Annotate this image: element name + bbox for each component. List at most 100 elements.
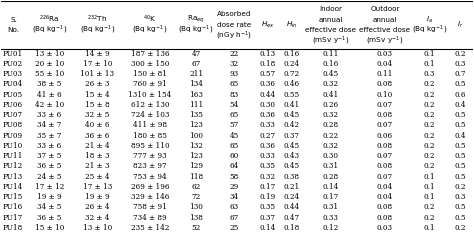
Text: 15 ± 4: 15 ± 4 — [85, 91, 109, 99]
Text: 0.32: 0.32 — [323, 81, 339, 88]
Text: 0.4: 0.4 — [454, 132, 465, 140]
Text: 0.2: 0.2 — [454, 50, 465, 58]
Text: 0.72: 0.72 — [283, 70, 300, 78]
Text: 0.03: 0.03 — [377, 224, 393, 232]
Text: 0.36: 0.36 — [259, 142, 275, 150]
Text: 0.17: 0.17 — [259, 183, 275, 191]
Text: 123: 123 — [189, 121, 203, 129]
Text: PU07: PU07 — [2, 111, 22, 119]
Text: 1310 ± 154: 1310 ± 154 — [128, 91, 172, 99]
Text: 0.32: 0.32 — [323, 111, 339, 119]
Text: 0.08: 0.08 — [377, 142, 393, 150]
Text: 0.5: 0.5 — [454, 162, 465, 170]
Text: 0.41: 0.41 — [283, 101, 300, 109]
Text: 0.2: 0.2 — [424, 81, 435, 88]
Text: PU01: PU01 — [2, 50, 23, 58]
Text: (Bq kg$^{-1}$): (Bq kg$^{-1}$) — [132, 24, 168, 37]
Text: 0.2: 0.2 — [454, 224, 465, 232]
Text: 0.57: 0.57 — [259, 70, 275, 78]
Text: 0.2: 0.2 — [424, 213, 435, 222]
Text: 0.07: 0.07 — [377, 101, 393, 109]
Text: 22: 22 — [230, 50, 239, 58]
Text: 130: 130 — [189, 203, 203, 211]
Text: 0.21: 0.21 — [283, 183, 300, 191]
Text: 0.08: 0.08 — [377, 203, 393, 211]
Text: 0.3: 0.3 — [454, 60, 465, 68]
Text: 0.5: 0.5 — [454, 111, 465, 119]
Text: 187 ± 136: 187 ± 136 — [131, 50, 169, 58]
Text: 29: 29 — [230, 183, 239, 191]
Text: 0.32: 0.32 — [259, 173, 275, 181]
Text: No.: No. — [8, 27, 19, 33]
Text: 269 ± 196: 269 ± 196 — [131, 183, 169, 191]
Text: 0.17: 0.17 — [323, 193, 339, 201]
Text: 57: 57 — [230, 121, 239, 129]
Text: 123: 123 — [189, 152, 203, 160]
Text: 0.19: 0.19 — [259, 193, 275, 201]
Text: 13 ± 10: 13 ± 10 — [35, 50, 64, 58]
Text: 0.2: 0.2 — [424, 142, 435, 150]
Text: 24 ± 5: 24 ± 5 — [37, 173, 62, 181]
Text: (nGy h$^{-1}$): (nGy h$^{-1}$) — [216, 29, 253, 42]
Text: 0.2: 0.2 — [424, 121, 435, 129]
Text: 0.5: 0.5 — [454, 152, 465, 160]
Text: 25 ± 4: 25 ± 4 — [85, 173, 109, 181]
Text: 135: 135 — [189, 111, 203, 119]
Text: 26 ± 3: 26 ± 3 — [85, 81, 109, 88]
Text: PU02: PU02 — [2, 60, 22, 68]
Text: 60: 60 — [230, 152, 239, 160]
Text: PU03: PU03 — [2, 70, 22, 78]
Text: 72: 72 — [191, 193, 201, 201]
Text: 0.3: 0.3 — [454, 193, 465, 201]
Text: 0.5: 0.5 — [454, 142, 465, 150]
Text: 32 ± 4: 32 ± 4 — [85, 213, 109, 222]
Text: 0.12: 0.12 — [323, 224, 339, 232]
Text: 0.37: 0.37 — [283, 132, 300, 140]
Text: 0.30: 0.30 — [259, 101, 275, 109]
Text: 13 ± 10: 13 ± 10 — [83, 224, 112, 232]
Text: 0.04: 0.04 — [377, 193, 393, 201]
Text: 0.11: 0.11 — [377, 70, 393, 78]
Text: 0.1: 0.1 — [424, 193, 436, 201]
Text: effective dose: effective dose — [305, 27, 356, 33]
Text: 42 ± 10: 42 ± 10 — [35, 101, 64, 109]
Text: 760 ± 91: 760 ± 91 — [133, 81, 167, 88]
Text: PU09: PU09 — [2, 132, 22, 140]
Text: 0.18: 0.18 — [259, 60, 275, 68]
Text: 40 ± 6: 40 ± 6 — [85, 121, 109, 129]
Text: 54: 54 — [230, 101, 239, 109]
Text: (Bq kg$^{-1}$): (Bq kg$^{-1}$) — [32, 24, 67, 37]
Text: 0.04: 0.04 — [377, 60, 393, 68]
Text: 734 ± 89: 734 ± 89 — [133, 213, 167, 222]
Text: 0.43: 0.43 — [283, 152, 300, 160]
Text: (Bq kg$^{-1}$): (Bq kg$^{-1}$) — [80, 24, 115, 37]
Text: 0.35: 0.35 — [259, 162, 275, 170]
Text: 138: 138 — [189, 213, 203, 222]
Text: annual: annual — [373, 17, 397, 23]
Text: PU12: PU12 — [2, 162, 23, 170]
Text: 129: 129 — [189, 162, 203, 170]
Text: 0.1: 0.1 — [424, 224, 436, 232]
Text: 0.45: 0.45 — [283, 142, 300, 150]
Text: 0.16: 0.16 — [283, 50, 300, 58]
Text: $I_a$: $I_a$ — [426, 15, 433, 25]
Text: 65: 65 — [230, 111, 239, 119]
Text: 163: 163 — [189, 91, 203, 99]
Text: 0.2: 0.2 — [424, 111, 435, 119]
Text: 0.33: 0.33 — [259, 121, 275, 129]
Text: 21 ± 3: 21 ± 3 — [85, 162, 109, 170]
Text: 0.44: 0.44 — [283, 203, 300, 211]
Text: PU11: PU11 — [2, 152, 23, 160]
Text: Absorbed: Absorbed — [217, 11, 252, 17]
Text: (mSv y$^{-1}$): (mSv y$^{-1}$) — [366, 35, 403, 47]
Text: 64: 64 — [230, 162, 239, 170]
Text: 26 ± 4: 26 ± 4 — [85, 203, 109, 211]
Text: 19 ± 9: 19 ± 9 — [37, 193, 62, 201]
Text: 612 ± 130: 612 ± 130 — [131, 101, 169, 109]
Text: 329 ± 146: 329 ± 146 — [131, 193, 169, 201]
Text: 100: 100 — [189, 132, 203, 140]
Text: 0.08: 0.08 — [377, 111, 393, 119]
Text: 777 ± 93: 777 ± 93 — [133, 152, 167, 160]
Text: 0.07: 0.07 — [377, 152, 393, 160]
Text: 36 ± 5: 36 ± 5 — [37, 162, 62, 170]
